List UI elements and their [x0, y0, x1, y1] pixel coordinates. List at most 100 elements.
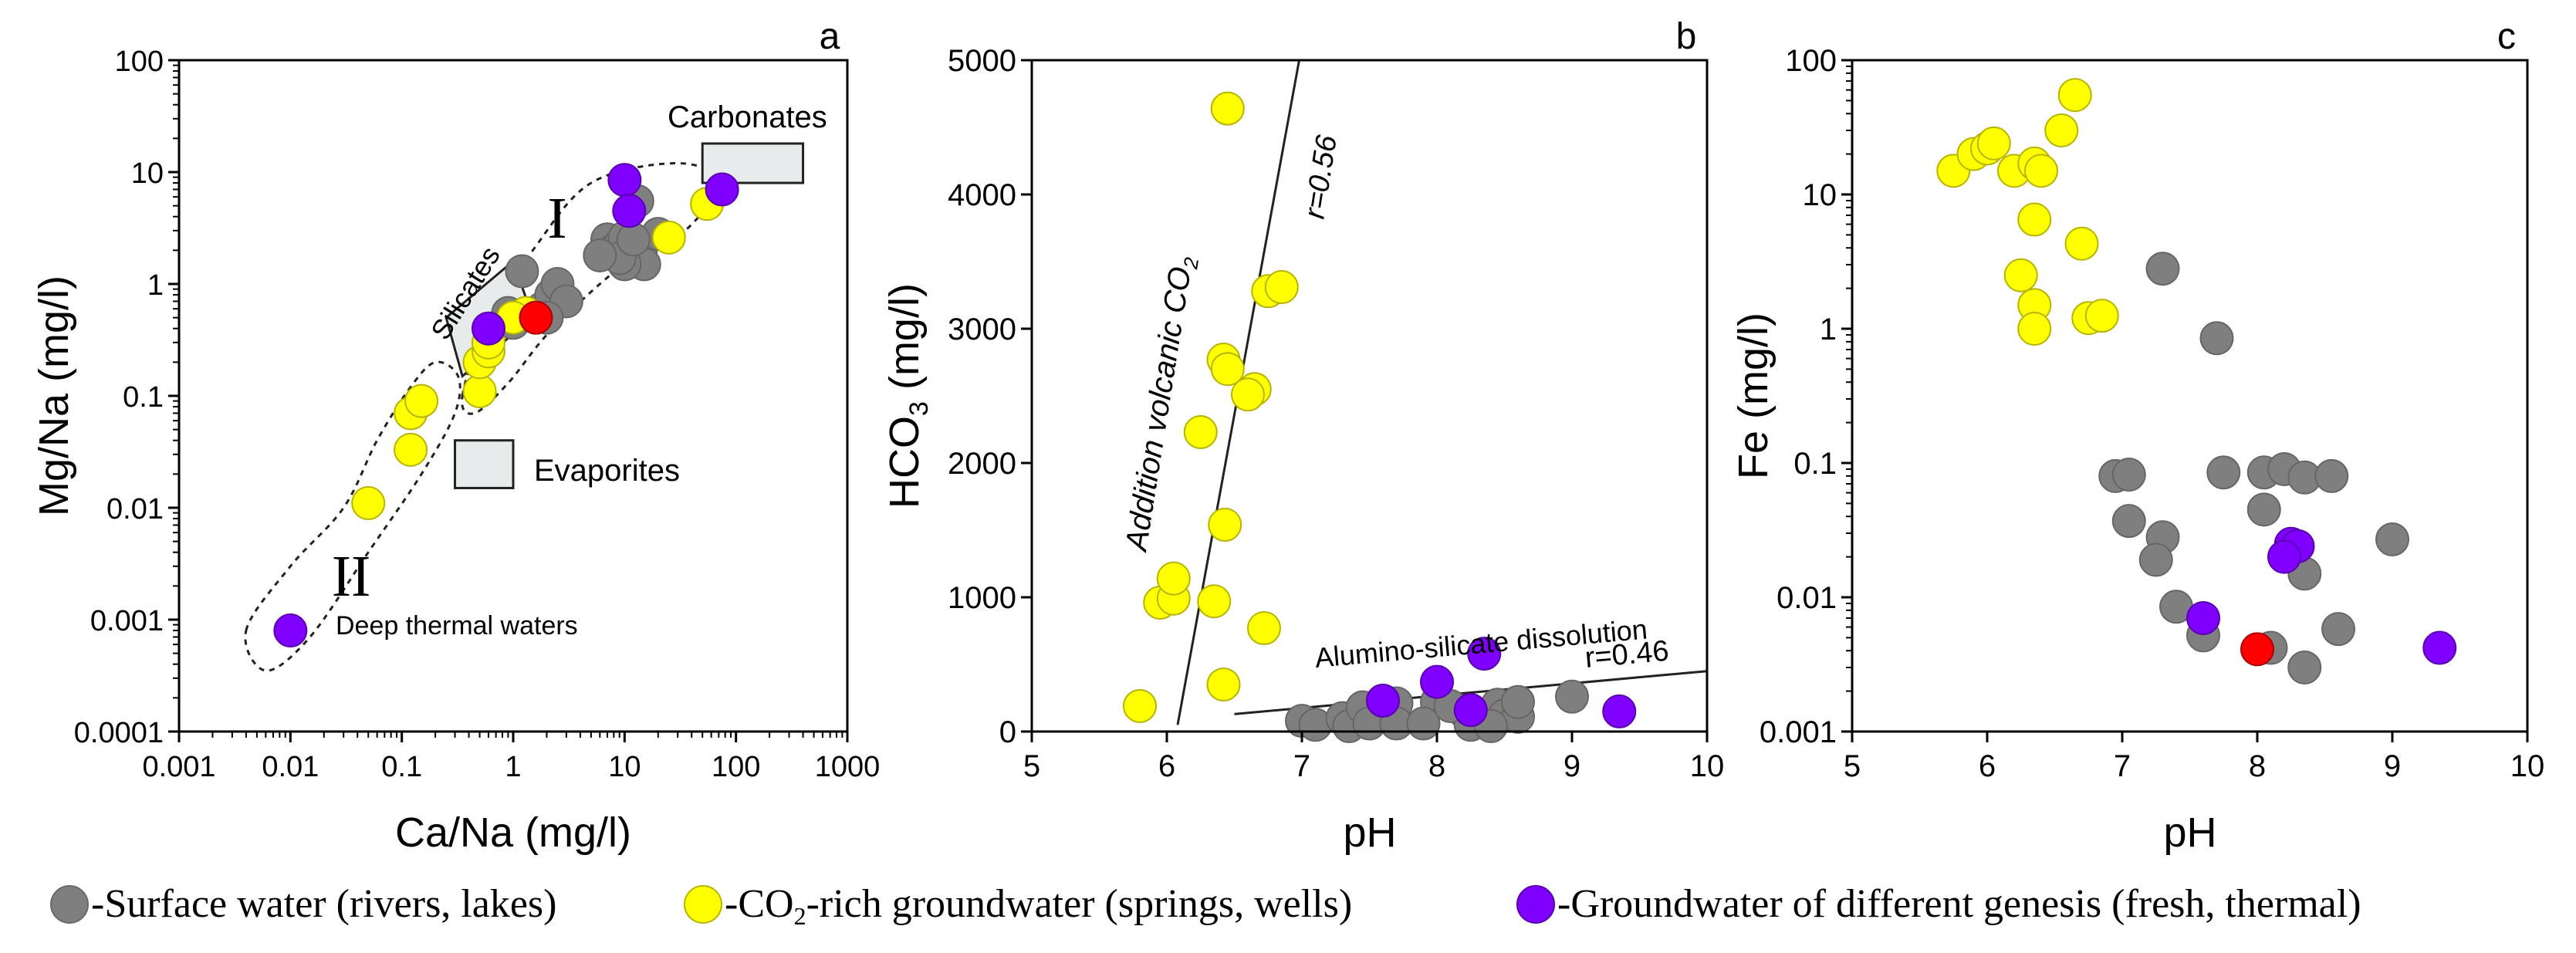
- panel-a-label: a: [820, 16, 840, 57]
- x-tick-label: 9: [2384, 749, 2401, 783]
- legend-co2-pre: -CO: [725, 882, 794, 926]
- special-point: [2240, 632, 2274, 667]
- co2-rich-groundwater-point: [1231, 377, 1265, 412]
- co2-rich-groundwater-point: [1210, 91, 1245, 126]
- x-tick-label: 5: [1844, 749, 1861, 783]
- legend-text-surface-water: -Surface water (rivers, lakes): [91, 882, 556, 926]
- panel-b-label: b: [1676, 16, 1697, 57]
- groundwater-of-different-genesis-point: [2186, 600, 2220, 635]
- panel-c-frame: [1851, 59, 2529, 733]
- surface-water-point: [583, 238, 617, 272]
- co2-rich-groundwater-point: [1264, 270, 1299, 305]
- evaporites-box: [454, 439, 515, 489]
- surface-water-point: [2321, 612, 2355, 647]
- co2-rich-groundwater-point: [2024, 154, 2058, 188]
- groundwater-of-different-genesis-point: [2422, 630, 2457, 665]
- y-tick-label: 3000: [948, 313, 1016, 346]
- panel-b-x-label: pH: [1343, 809, 1396, 856]
- region-I-label: I: [547, 186, 566, 251]
- panel-c: 5 6 7 8 9 10 0.001 0.01 0.1 1 10 100 c pH Fe (mg/l): [1730, 16, 2544, 856]
- groundwater-of-different-genesis-point: [1366, 683, 1400, 718]
- co2-rich-groundwater-point: [1976, 126, 2011, 161]
- surface-water-point: [616, 222, 651, 257]
- legend-marker-groundwater-genesis: [1516, 885, 1555, 924]
- groundwater-of-different-genesis-point: [471, 311, 505, 346]
- surface-water-point: [2206, 455, 2241, 490]
- special-point: [519, 300, 553, 335]
- x-tick-label: 8: [2249, 749, 2266, 783]
- co2-rich-groundwater-point: [404, 384, 439, 418]
- co2-rich-groundwater-point: [2057, 78, 2092, 113]
- evaporites-label: Evaporites: [534, 454, 680, 488]
- y-tick-label: 0.1: [1793, 447, 1837, 481]
- legend-text-co2-groundwater: -CO2-rich groundwater (springs, wells): [725, 882, 1352, 930]
- y-tick-label: 0.01: [1776, 581, 1837, 615]
- surface-water-point: [2111, 504, 2146, 539]
- x-tick-label: 10: [608, 751, 641, 783]
- carbonates-label: Carbonates: [668, 100, 827, 134]
- groundwater-of-different-genesis-point: [607, 163, 642, 198]
- panel-a: 0.001 0.01 0.1 1 10 100 10000.00010.0010.010.1…: [31, 16, 880, 856]
- panel-b-y-label: HCO3 (mg/l): [881, 283, 934, 509]
- y-tick-label: 10: [131, 157, 164, 190]
- y-tick-label: 0: [999, 715, 1016, 749]
- x-tick-label: 1000: [815, 751, 881, 783]
- co2-rich-groundwater-point: [394, 432, 428, 467]
- groundwater-of-different-genesis-point: [612, 194, 647, 228]
- legend-text-groundwater-genesis: -Groundwater of different genesis (fresh…: [1557, 882, 2361, 926]
- panel-a-points: [273, 163, 739, 648]
- alumino-r-label: r=0.46: [1584, 635, 1670, 674]
- groundwater-of-different-genesis-point: [1602, 694, 1637, 728]
- co2-rich-groundwater-point: [2044, 113, 2079, 147]
- legend: -Surface water (rivers, lakes) -CO2-rich…: [50, 882, 2361, 930]
- deep-thermal-label: Deep thermal waters: [336, 611, 578, 640]
- surface-water-point: [1555, 679, 1589, 714]
- panel-a-x-label: Ca/Na (mg/l): [395, 809, 631, 856]
- co2-rich-groundwater-point: [1208, 508, 1242, 542]
- x-tick-label: 6: [1979, 749, 1996, 783]
- panel-a-y-label: Mg/Na (mg/l): [31, 275, 77, 516]
- y-tick-label: 4000: [948, 178, 1016, 212]
- region-II: [244, 360, 461, 672]
- y-tick-label: 1000: [948, 581, 1016, 615]
- co2-rich-groundwater-point: [2017, 312, 2052, 346]
- panel-c-label: c: [2497, 16, 2516, 57]
- y-tick-label: 0.001: [1760, 715, 1837, 749]
- y-tick-label: 10: [1803, 178, 1837, 212]
- alumino-silicate-line: [1234, 670, 1708, 715]
- panel-c-y-label: Fe (mg/l): [1730, 313, 1776, 479]
- x-tick-label: 0.01: [262, 751, 319, 783]
- co2-rich-groundwater-point: [1197, 584, 1232, 619]
- groundwater-of-different-genesis-point: [705, 172, 739, 207]
- x-tick-label: 6: [1158, 749, 1175, 783]
- co2-rich-groundwater-point: [462, 373, 497, 408]
- x-tick-label: 7: [2114, 749, 2131, 783]
- x-tick-label: 1: [505, 751, 521, 783]
- surface-water-point: [2246, 492, 2281, 527]
- legend-marker-co2-groundwater: [684, 885, 722, 924]
- x-tick-label: 9: [1564, 749, 1580, 783]
- panel-b-frame: [1030, 59, 1709, 733]
- groundwater-of-different-genesis-point: [273, 613, 308, 648]
- x-tick-label: 10: [2510, 749, 2545, 783]
- co2-rich-groundwater-point: [1123, 688, 1157, 723]
- x-tick-label: 0.1: [381, 751, 422, 783]
- co2-rich-groundwater-point: [651, 220, 686, 255]
- x-tick-label: 8: [1428, 749, 1445, 783]
- x-tick-label: 100: [712, 751, 760, 783]
- surface-water-point: [2145, 252, 2180, 286]
- legend-marker-surface-water: [50, 885, 89, 924]
- y-tick-label: 5000: [948, 44, 1016, 78]
- panel-c-x-label: pH: [2163, 809, 2216, 856]
- x-tick-label: 7: [1293, 749, 1310, 783]
- y-tick-label: 0.1: [123, 381, 164, 414]
- legend-co2-post: -rich groundwater (springs, wells): [806, 882, 1353, 926]
- panel-a-ticks: 0.001 0.01 0.1 1 10 100 10000.00010.0010.010.1…: [74, 46, 881, 783]
- panel-b-points: [1123, 91, 1637, 744]
- y-tick-label: 1: [1820, 313, 1837, 346]
- panel-c-ticks: 5 6 7 8 9 10 0.001 0.01 0.1 1 10 100: [1760, 44, 2544, 783]
- surface-water-point: [2375, 522, 2409, 556]
- co2-rich-groundwater-point: [1206, 667, 1241, 702]
- x-tick-label: 5: [1023, 749, 1040, 783]
